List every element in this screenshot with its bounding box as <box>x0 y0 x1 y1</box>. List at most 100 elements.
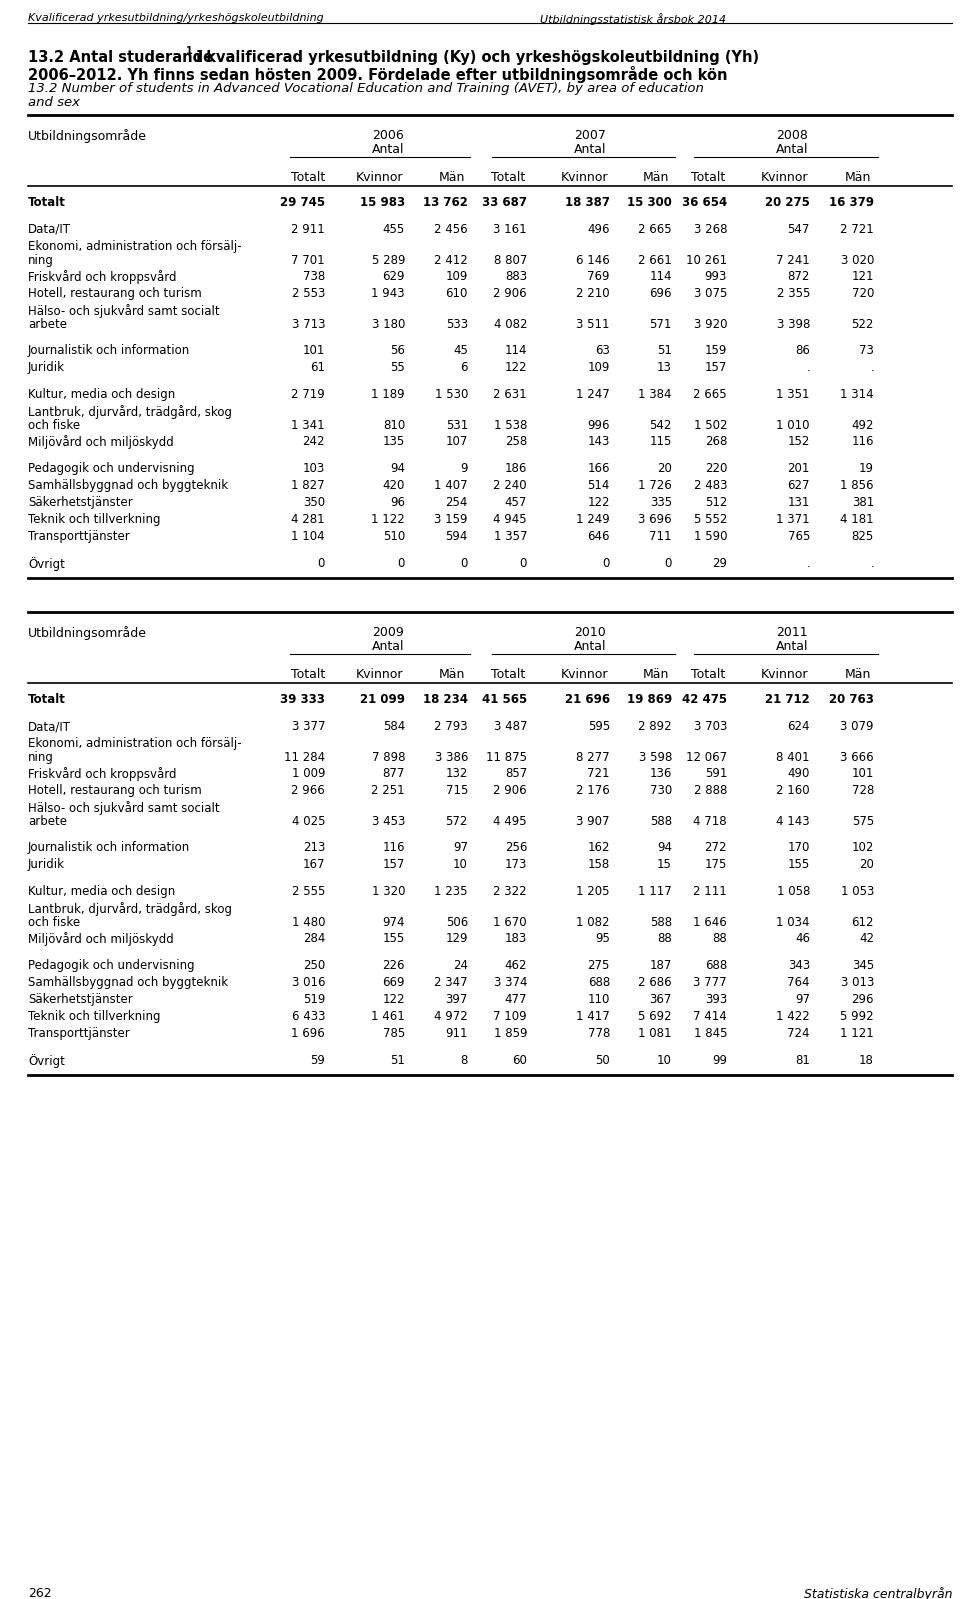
Text: 13.2 Number of students in Advanced Vocational Education and Training (AVET), by: 13.2 Number of students in Advanced Voca… <box>28 82 704 94</box>
Text: 4 945: 4 945 <box>493 513 527 526</box>
Text: 393: 393 <box>705 993 727 1006</box>
Text: 7 241: 7 241 <box>777 254 810 267</box>
Text: 135: 135 <box>383 435 405 448</box>
Text: 3 511: 3 511 <box>577 318 610 331</box>
Text: 3 598: 3 598 <box>638 752 672 764</box>
Text: 857: 857 <box>505 768 527 780</box>
Text: 720: 720 <box>852 286 874 301</box>
Text: 97: 97 <box>795 993 810 1006</box>
Text: arbete: arbete <box>28 318 67 331</box>
Text: 24: 24 <box>453 959 468 972</box>
Text: 157: 157 <box>383 859 405 871</box>
Text: 15: 15 <box>658 859 672 871</box>
Text: 3 159: 3 159 <box>435 513 468 526</box>
Text: 3 703: 3 703 <box>694 720 727 732</box>
Text: 11 875: 11 875 <box>486 752 527 764</box>
Text: Miljövård och miljöskydd: Miljövård och miljöskydd <box>28 435 174 449</box>
Text: 1 081: 1 081 <box>638 1027 672 1039</box>
Text: 3 666: 3 666 <box>840 752 874 764</box>
Text: arbete: arbete <box>28 815 67 828</box>
Text: 2008: 2008 <box>776 130 808 142</box>
Text: 510: 510 <box>383 529 405 544</box>
Text: 6 146: 6 146 <box>576 254 610 267</box>
Text: 157: 157 <box>705 361 727 374</box>
Text: 186: 186 <box>505 462 527 475</box>
Text: Antal: Antal <box>574 142 607 157</box>
Text: 3 453: 3 453 <box>372 815 405 828</box>
Text: 63: 63 <box>595 344 610 357</box>
Text: 1 856: 1 856 <box>841 480 874 492</box>
Text: Kultur, media och design: Kultur, media och design <box>28 884 176 899</box>
Text: 122: 122 <box>382 993 405 1006</box>
Text: 2 888: 2 888 <box>694 784 727 796</box>
Text: 213: 213 <box>302 841 325 854</box>
Text: 3 907: 3 907 <box>577 815 610 828</box>
Text: 627: 627 <box>787 480 810 492</box>
Text: Statistiska centralbyrån: Statistiska centralbyrån <box>804 1586 952 1599</box>
Text: 1 010: 1 010 <box>777 419 810 432</box>
Text: 4 495: 4 495 <box>493 815 527 828</box>
Text: Ekonomi, administration och försälj-: Ekonomi, administration och försälj- <box>28 737 242 750</box>
Text: 3 696: 3 696 <box>638 513 672 526</box>
Text: 250: 250 <box>302 959 325 972</box>
Text: 109: 109 <box>445 270 468 283</box>
Text: 4 143: 4 143 <box>777 815 810 828</box>
Text: 506: 506 <box>445 916 468 929</box>
Text: Övrigt: Övrigt <box>28 556 65 571</box>
Text: 5 992: 5 992 <box>840 1011 874 1023</box>
Text: ning: ning <box>28 752 54 764</box>
Text: 15 300: 15 300 <box>627 197 672 209</box>
Text: 724: 724 <box>787 1027 810 1039</box>
Text: 115: 115 <box>650 435 672 448</box>
Text: 10 261: 10 261 <box>685 254 727 267</box>
Text: 2 686: 2 686 <box>638 975 672 990</box>
Text: 3 161: 3 161 <box>493 222 527 237</box>
Text: Kultur, media och design: Kultur, media och design <box>28 389 176 401</box>
Text: 2 665: 2 665 <box>638 222 672 237</box>
Text: 2 456: 2 456 <box>434 222 468 237</box>
Text: 711: 711 <box>650 529 672 544</box>
Text: Kvinnor: Kvinnor <box>561 171 608 184</box>
Text: 1 122: 1 122 <box>372 513 405 526</box>
Text: Teknik och tillverkning: Teknik och tillverkning <box>28 513 160 526</box>
Text: 175: 175 <box>705 859 727 871</box>
Text: 1 417: 1 417 <box>576 1011 610 1023</box>
Text: 73: 73 <box>859 344 874 357</box>
Text: 1 205: 1 205 <box>577 884 610 899</box>
Text: 2 661: 2 661 <box>638 254 672 267</box>
Text: 3 180: 3 180 <box>372 318 405 331</box>
Text: 0: 0 <box>664 556 672 569</box>
Text: Totalt: Totalt <box>491 171 525 184</box>
Text: 2 553: 2 553 <box>292 286 325 301</box>
Text: 42: 42 <box>859 932 874 945</box>
Text: 59: 59 <box>310 1054 325 1067</box>
Text: Journalistik och information: Journalistik och information <box>28 841 190 854</box>
Text: Män: Män <box>439 668 465 681</box>
Text: 3 268: 3 268 <box>693 222 727 237</box>
Text: 1 502: 1 502 <box>693 419 727 432</box>
Text: Journalistik och information: Journalistik och information <box>28 344 190 357</box>
Text: 2 210: 2 210 <box>576 286 610 301</box>
Text: 2 176: 2 176 <box>576 784 610 796</box>
Text: 36 654: 36 654 <box>682 197 727 209</box>
Text: 2 892: 2 892 <box>638 720 672 732</box>
Text: Miljövård och miljöskydd: Miljövård och miljöskydd <box>28 932 174 947</box>
Text: 51: 51 <box>390 1054 405 1067</box>
Text: Säkerhetstjänster: Säkerhetstjänster <box>28 496 132 508</box>
Text: 2010: 2010 <box>574 625 606 640</box>
Text: 335: 335 <box>650 496 672 508</box>
Text: 167: 167 <box>302 859 325 871</box>
Text: Kvalificerad yrkesutbildning/yrkeshögskoleutbildning: Kvalificerad yrkesutbildning/yrkeshögsko… <box>28 13 324 22</box>
Text: Pedagogik och undervisning: Pedagogik och undervisning <box>28 959 195 972</box>
Text: 5 289: 5 289 <box>372 254 405 267</box>
Text: 455: 455 <box>383 222 405 237</box>
Text: 4 281: 4 281 <box>292 513 325 526</box>
Text: 764: 764 <box>787 975 810 990</box>
Text: Hälso- och sjukvård samt socialt: Hälso- och sjukvård samt socialt <box>28 304 220 318</box>
Text: Säkerhetstjänster: Säkerhetstjänster <box>28 993 132 1006</box>
Text: 258: 258 <box>505 435 527 448</box>
Text: 1 104: 1 104 <box>292 529 325 544</box>
Text: Data/IT: Data/IT <box>28 222 71 237</box>
Text: Friskvård och kroppsvård: Friskvård och kroppsvård <box>28 270 177 285</box>
Text: 3 013: 3 013 <box>841 975 874 990</box>
